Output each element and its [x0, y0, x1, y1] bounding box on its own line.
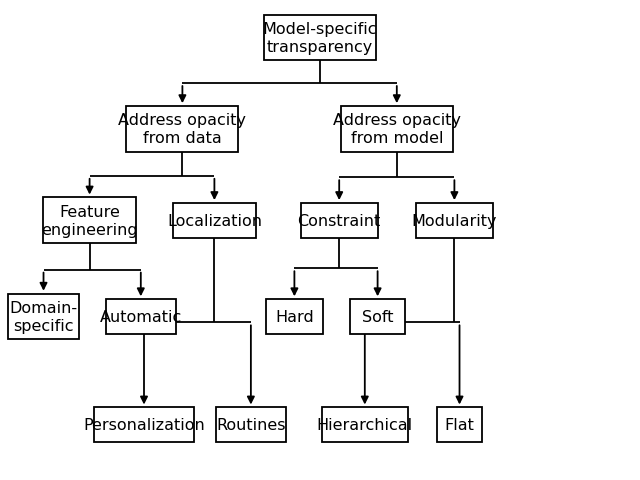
FancyBboxPatch shape: [321, 408, 408, 442]
Text: Constraint: Constraint: [298, 213, 381, 228]
Text: Automatic: Automatic: [100, 309, 182, 324]
Text: Domain-
specific: Domain- specific: [10, 300, 77, 333]
Text: Modularity: Modularity: [412, 213, 497, 228]
FancyBboxPatch shape: [216, 408, 286, 442]
FancyBboxPatch shape: [8, 294, 79, 340]
FancyBboxPatch shape: [127, 107, 238, 153]
Text: Address opacity
from data: Address opacity from data: [118, 113, 246, 146]
Text: Feature
engineering: Feature engineering: [42, 204, 138, 237]
Text: Routines: Routines: [216, 417, 285, 432]
FancyBboxPatch shape: [44, 198, 136, 244]
FancyBboxPatch shape: [173, 204, 256, 238]
FancyBboxPatch shape: [95, 408, 193, 442]
Text: Hierarchical: Hierarchical: [317, 417, 413, 432]
FancyBboxPatch shape: [106, 300, 176, 334]
FancyBboxPatch shape: [416, 204, 493, 238]
FancyBboxPatch shape: [437, 408, 482, 442]
Text: Hard: Hard: [275, 309, 314, 324]
Text: Personalization: Personalization: [83, 417, 205, 432]
FancyBboxPatch shape: [301, 204, 378, 238]
Text: Model-specific
transparency: Model-specific transparency: [263, 22, 377, 55]
FancyBboxPatch shape: [264, 16, 376, 61]
Text: Localization: Localization: [167, 213, 262, 228]
Text: Address opacity
from model: Address opacity from model: [333, 113, 461, 146]
FancyBboxPatch shape: [266, 300, 323, 334]
FancyBboxPatch shape: [351, 300, 404, 334]
Text: Soft: Soft: [362, 309, 394, 324]
FancyBboxPatch shape: [340, 107, 453, 153]
Text: Flat: Flat: [445, 417, 474, 432]
